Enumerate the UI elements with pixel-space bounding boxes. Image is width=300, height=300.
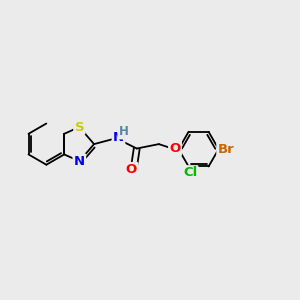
Text: N: N (113, 130, 124, 143)
Text: O: O (169, 142, 181, 155)
Text: Cl: Cl (183, 167, 197, 179)
Text: H: H (118, 125, 128, 138)
Text: N: N (74, 155, 85, 168)
Text: Br: Br (218, 142, 234, 156)
Text: S: S (74, 121, 84, 134)
Text: O: O (126, 163, 137, 176)
